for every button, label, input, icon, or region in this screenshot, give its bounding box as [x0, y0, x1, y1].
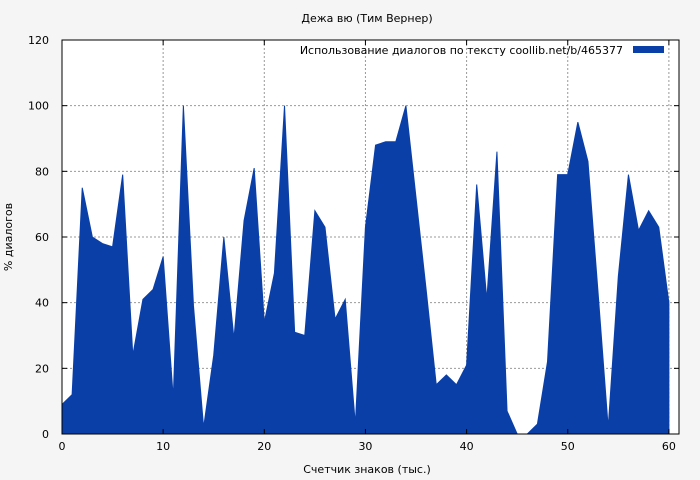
- legend-swatch: [633, 46, 664, 53]
- y-tick-label: 120: [28, 34, 49, 47]
- chart-title: Дежа вю (Тим Вернер): [301, 12, 432, 25]
- plot-frame: [61, 39, 680, 435]
- y-tick-label: 100: [28, 100, 49, 113]
- x-tick-label: 20: [257, 440, 271, 453]
- y-axis-label: % диалогов: [2, 203, 15, 271]
- series-area: [61, 105, 670, 435]
- y-tick-labels: 0 20 40 60 80 100 120: [28, 34, 679, 441]
- x-tick-label: 60: [662, 440, 676, 453]
- y-tick-label: 0: [42, 428, 49, 441]
- y-tick-label: 80: [35, 165, 49, 178]
- x-tick-label: 30: [358, 440, 372, 453]
- x-tick-label: 40: [460, 440, 474, 453]
- y-tick-label: 20: [35, 362, 49, 375]
- legend-label: Использование диалогов по тексту coollib…: [300, 44, 623, 57]
- legend: Использование диалогов по тексту coollib…: [300, 44, 664, 57]
- y-tick-label: 40: [35, 297, 49, 310]
- x-tick-label: 50: [561, 440, 575, 453]
- x-tick-label: 0: [59, 440, 66, 453]
- x-axis-label: Счетчик знаков (тыс.): [303, 463, 431, 476]
- y-tick-label: 60: [35, 231, 49, 244]
- x-tick-labels: 0 10 20 30 40 50 60: [59, 40, 676, 453]
- data-area: [61, 105, 670, 435]
- x-tick-label: 10: [156, 440, 170, 453]
